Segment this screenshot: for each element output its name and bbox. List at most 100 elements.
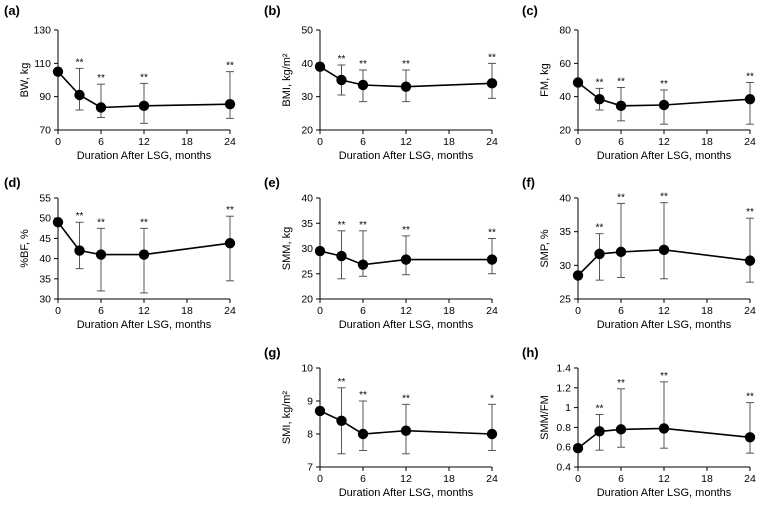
panel-label: (e) <box>264 175 280 190</box>
data-point <box>658 423 670 434</box>
x-tick-label: 0 <box>575 305 581 317</box>
data-point <box>486 254 498 265</box>
data-point <box>357 428 369 440</box>
significance-marker: ** <box>660 79 668 90</box>
y-tick-label: 40 <box>301 58 313 70</box>
x-tick-label: 18 <box>701 305 713 317</box>
y-tick-label: 30 <box>39 294 51 306</box>
data-point <box>314 245 326 257</box>
panel-e: (e) 20 25 30 35 40 0 6 12 18 24 Duration After LSG,… <box>264 175 498 331</box>
x-tick-label: 18 <box>443 473 455 485</box>
y-tick-label: 30 <box>559 260 571 272</box>
y-tick-label: 80 <box>559 25 571 37</box>
x-tick-label: 24 <box>744 305 756 317</box>
data-point <box>658 99 670 111</box>
significance-marker: ** <box>226 61 234 72</box>
significance-marker: ** <box>338 377 346 388</box>
significance-marker: ** <box>596 404 604 415</box>
significance-marker: ** <box>660 371 668 382</box>
significance-marker: ** <box>97 217 105 228</box>
panel-c: (c) 20 40 60 80 0 6 12 18 24 Duration After LSG, m… <box>522 3 756 162</box>
data-point <box>615 246 627 258</box>
data-point <box>744 432 756 443</box>
data-point <box>138 100 150 112</box>
data-point <box>74 89 85 101</box>
y-tick-label: 30 <box>301 91 313 103</box>
x-tick-label: 24 <box>744 136 756 148</box>
y-tick-label: 55 <box>39 193 51 205</box>
x-tick-label: 12 <box>400 136 412 148</box>
y-axis-title: FM, kg <box>539 63 551 97</box>
significance-marker: ** <box>660 192 668 203</box>
y-tick-label: 1.4 <box>556 363 571 375</box>
data-point <box>594 248 605 260</box>
x-tick-label: 18 <box>181 136 193 148</box>
significance-marker: ** <box>488 227 496 238</box>
y-tick-label: 35 <box>39 273 51 285</box>
panel-h: (h) 0.4 0.6 0.8 1 1.2 1.4 0 6 12 18 24 Duration Afte… <box>522 345 756 499</box>
x-tick-label: 12 <box>658 473 670 485</box>
data-point <box>594 426 605 437</box>
x-tick-label: 0 <box>575 136 581 148</box>
significance-marker: ** <box>76 57 84 68</box>
x-tick-label: 6 <box>360 136 366 148</box>
significance-marker: ** <box>617 192 625 203</box>
x-tick-label: 18 <box>443 136 455 148</box>
data-point <box>615 424 627 435</box>
y-tick-label: 1.2 <box>556 382 571 394</box>
y-tick-label: 20 <box>301 125 313 137</box>
x-tick-label: 12 <box>138 305 150 317</box>
data-point <box>52 217 64 228</box>
data-point <box>486 428 498 440</box>
data-point <box>744 93 756 105</box>
data-point <box>594 93 605 105</box>
x-tick-label: 12 <box>658 305 670 317</box>
data-point <box>314 61 326 72</box>
significance-marker: ** <box>226 205 234 216</box>
x-tick-label: 6 <box>618 136 624 148</box>
significance-marker: ** <box>746 392 754 403</box>
significance-marker: ** <box>596 223 604 234</box>
y-tick-label: 7 <box>307 462 313 474</box>
data-point <box>744 255 756 266</box>
y-tick-label: 50 <box>39 213 51 225</box>
y-tick-label: 0.4 <box>556 462 571 474</box>
data-point <box>400 425 412 436</box>
y-tick-label: 9 <box>307 396 313 408</box>
y-axis-title: %BF, % <box>19 229 31 268</box>
x-tick-label: 0 <box>55 305 61 317</box>
x-axis-title: Duration After LSG, months <box>339 487 474 499</box>
panel-g: (g) 7 8 9 10 0 6 12 18 24 Duration After LSG, mont… <box>264 345 498 499</box>
y-axis-title: SMI, kg/m² <box>281 391 293 445</box>
x-axis-title: Duration After LSG, months <box>597 319 732 331</box>
y-tick-label: 130 <box>33 25 51 37</box>
data-point <box>138 249 150 260</box>
data-point <box>314 405 326 417</box>
significance-marker: ** <box>140 72 148 83</box>
y-axis-title: BW, kg <box>19 63 31 98</box>
x-axis-title: Duration After LSG, months <box>597 150 732 162</box>
y-tick-label: 30 <box>301 243 313 255</box>
significance-marker: ** <box>359 220 367 231</box>
x-tick-label: 6 <box>618 305 624 317</box>
significance-marker: ** <box>402 393 410 404</box>
data-point <box>400 81 412 92</box>
significance-marker: ** <box>359 390 367 401</box>
y-tick-label: 10 <box>301 363 313 375</box>
data-point <box>95 249 107 260</box>
data-point <box>357 79 369 91</box>
data-point <box>224 238 236 249</box>
y-tick-label: 35 <box>559 226 571 238</box>
y-axis-title: SMM, kg <box>281 227 293 270</box>
data-point <box>357 259 369 270</box>
data-point <box>400 254 412 265</box>
data-point <box>336 415 347 426</box>
x-tick-label: 6 <box>98 136 104 148</box>
y-tick-label: 0.8 <box>556 422 571 434</box>
panel-a: (a) 70 90 110 130 0 6 12 18 24 Duration After LSG,… <box>4 3 236 162</box>
x-tick-label: 24 <box>486 136 498 148</box>
x-tick-label: 18 <box>701 136 713 148</box>
y-tick-label: 25 <box>559 294 571 306</box>
significance-marker: ** <box>617 77 625 88</box>
x-tick-label: 24 <box>224 305 236 317</box>
